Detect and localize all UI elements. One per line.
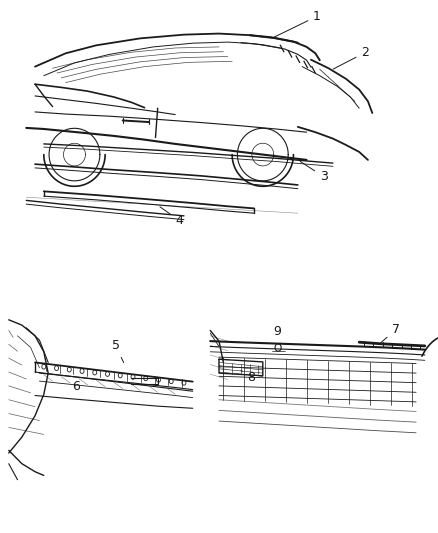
Text: 2: 2 bbox=[333, 46, 369, 69]
Text: 6: 6 bbox=[72, 377, 80, 393]
Text: 1: 1 bbox=[274, 10, 321, 37]
Text: 8: 8 bbox=[241, 370, 255, 384]
Text: 7: 7 bbox=[381, 323, 400, 343]
Text: 9: 9 bbox=[274, 325, 282, 344]
Text: 3: 3 bbox=[300, 161, 328, 183]
Text: 5: 5 bbox=[112, 339, 124, 362]
Text: 4: 4 bbox=[160, 207, 183, 227]
